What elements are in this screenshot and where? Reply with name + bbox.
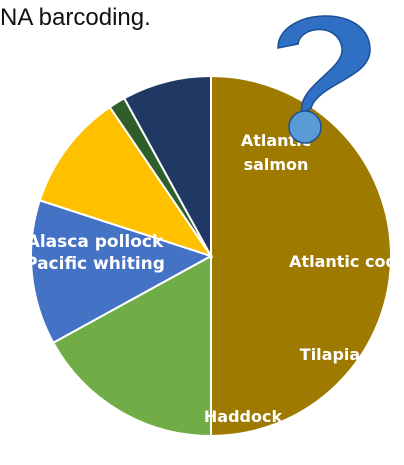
pie-slice-atlantic-cod: [30, 199, 214, 345]
pie-slice-atlantic-salmon: [51, 254, 212, 438]
slice-label: Haddock: [204, 407, 283, 426]
question-mark-dot: [288, 110, 322, 144]
slice-label-line: Alasca pollock: [27, 232, 164, 252]
slice-label-line: Pacific whiting: [25, 254, 165, 274]
question-mark-icon: [277, 15, 371, 144]
slice-label-line: Atlantic cod: [289, 252, 397, 271]
pie-slice-haddock: [122, 74, 212, 257]
slice-label-line: Tilapia: [300, 345, 360, 364]
pie-slice-tilapia: [38, 105, 214, 258]
slice-label: Alasca pollock Pacific whiting: [25, 232, 165, 274]
slice-label-line: Haddock: [204, 407, 283, 426]
slice-label: Tilapia: [300, 345, 360, 364]
slice-label-line: salmon: [244, 155, 309, 174]
pie-slice-alasca-pollock-pacific-whiting: [210, 74, 392, 438]
slice-label: Atlantic cod: [289, 252, 397, 271]
caption-text: NA barcoding.: [0, 4, 151, 31]
pie-slices: [30, 74, 392, 438]
question-mark-hook: [277, 15, 371, 116]
